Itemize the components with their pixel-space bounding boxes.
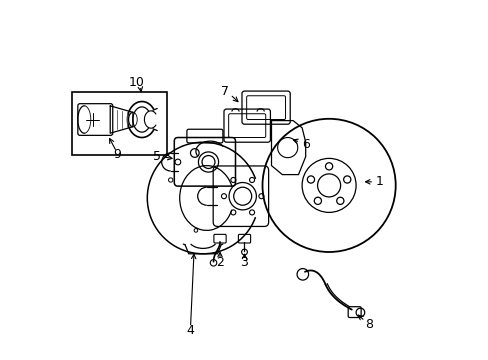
Text: 10: 10 [128, 76, 144, 89]
Text: 3: 3 [240, 256, 248, 269]
Text: 9: 9 [113, 148, 121, 161]
Text: 5: 5 [152, 150, 161, 163]
Text: 2: 2 [216, 256, 224, 269]
Text: 8: 8 [364, 318, 372, 330]
Text: 7: 7 [220, 85, 228, 98]
Bar [72, 92, 167, 155]
Text: 1: 1 [375, 175, 383, 188]
Text: 6: 6 [301, 138, 309, 150]
Text: 4: 4 [186, 324, 194, 337]
